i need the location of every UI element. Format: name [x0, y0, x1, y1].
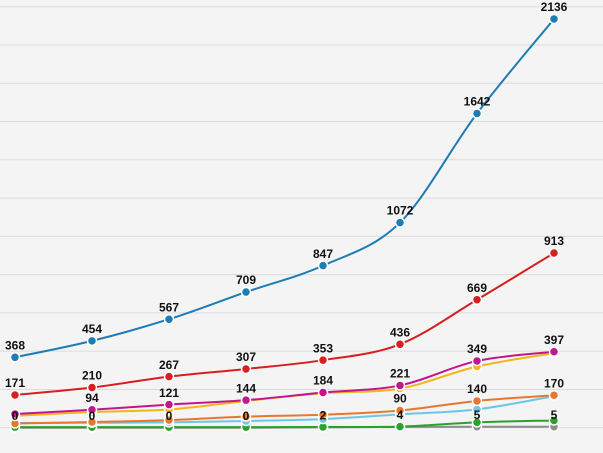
- data-point: [86, 404, 98, 415]
- data-point: [471, 108, 483, 119]
- data-point: [394, 405, 406, 416]
- data-point: [548, 346, 560, 358]
- data-label: 913: [544, 234, 564, 248]
- data-point: [471, 417, 483, 428]
- data-label: 267: [159, 358, 179, 372]
- data-label: 2136: [541, 0, 568, 14]
- data-point: [240, 411, 252, 422]
- data-point: [86, 382, 98, 393]
- data-label: 454: [82, 322, 102, 336]
- series-line: [14, 394, 555, 425]
- data-point: [9, 389, 21, 401]
- data-point: [317, 387, 329, 398]
- data-label: 349: [467, 342, 487, 356]
- data-point: [548, 415, 560, 426]
- data-label: 2: [320, 409, 327, 423]
- data-label: 184: [313, 374, 333, 388]
- data-label: 170: [544, 376, 564, 390]
- data-point: [317, 260, 329, 271]
- data-label: 94: [85, 391, 99, 405]
- data-label: 0: [243, 409, 250, 423]
- data-label: 0: [12, 409, 19, 423]
- data-point: [9, 352, 21, 363]
- data-point: [394, 217, 406, 228]
- data-label: 5: [551, 408, 558, 422]
- data-point: [548, 247, 560, 259]
- data-label: 144: [236, 381, 256, 395]
- data-point: [240, 363, 252, 375]
- data-label: 567: [159, 300, 179, 314]
- data-label: 307: [236, 350, 256, 364]
- data-point: [317, 354, 329, 366]
- data-point: [471, 395, 483, 407]
- data-label: 669: [467, 281, 487, 295]
- data-label: 709: [236, 273, 256, 287]
- data-label: 210: [82, 369, 102, 383]
- data-label: 1642: [464, 95, 491, 109]
- data-label: 4: [397, 408, 404, 422]
- data-point: [394, 380, 406, 391]
- data-label: 368: [5, 338, 25, 352]
- data-point: [86, 335, 98, 347]
- data-label: 221: [390, 367, 410, 381]
- data-label: 1072: [387, 204, 414, 218]
- data-point: [471, 294, 483, 305]
- data-label: 0: [89, 409, 96, 423]
- data-point: [163, 371, 175, 382]
- data-label: 0: [166, 409, 173, 423]
- data-point: [548, 13, 560, 25]
- data-point: [86, 416, 98, 428]
- data-point: [163, 399, 175, 410]
- series-line: [14, 18, 555, 359]
- data-label: 847: [313, 247, 333, 261]
- data-label: 90: [393, 392, 407, 406]
- data-label: 5: [474, 408, 481, 422]
- data-label: 140: [467, 382, 487, 396]
- data-point: [471, 355, 483, 367]
- data-point: [9, 408, 21, 420]
- series-line: [14, 419, 555, 429]
- data-label: 397: [544, 333, 564, 347]
- data-label: 436: [390, 325, 410, 339]
- data-point: [240, 394, 252, 406]
- data-point: [163, 313, 175, 325]
- data-point: [394, 421, 406, 432]
- data-point: [394, 339, 406, 350]
- data-label: 353: [313, 341, 333, 355]
- data-label: 171: [5, 376, 25, 390]
- data-point: [548, 389, 560, 401]
- data-point: [317, 409, 329, 420]
- series-line: [14, 350, 555, 415]
- data-point: [240, 286, 252, 298]
- data-label: 121: [159, 386, 179, 400]
- data-point: [163, 414, 175, 426]
